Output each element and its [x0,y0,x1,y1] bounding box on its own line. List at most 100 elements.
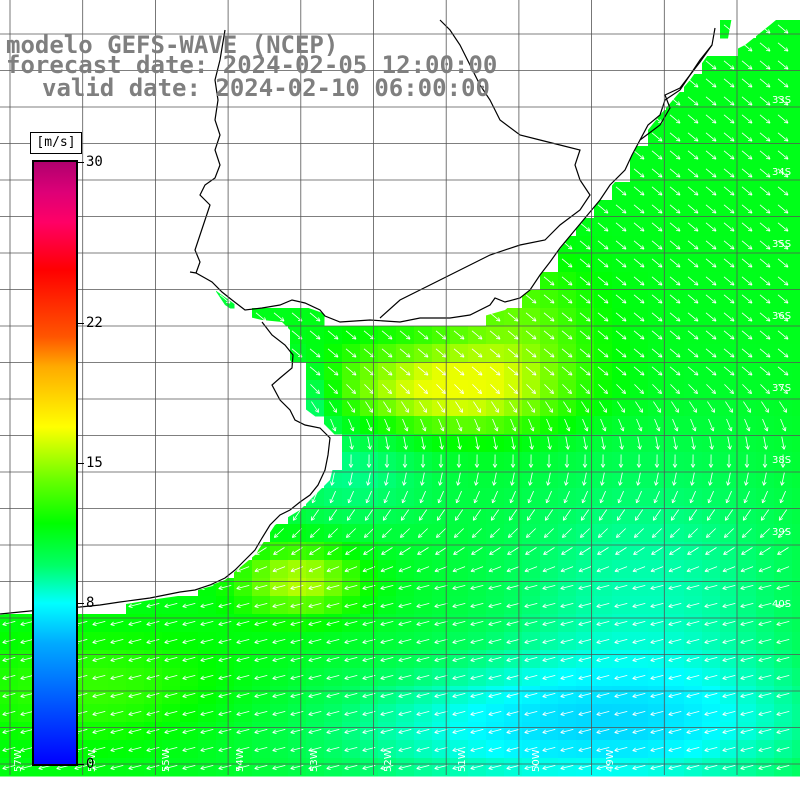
wind-arrow [725,401,733,413]
wind-arrow [614,710,628,716]
wind-arrow [687,348,699,358]
wind-arrow [473,490,480,504]
wind-arrow [708,418,715,432]
wind-arrow [596,710,610,716]
wind-arrow [723,114,735,124]
wind-arrow [488,710,502,716]
wind-arrow [420,472,425,486]
wind-arrow [705,96,717,106]
wind-arrow [380,746,394,752]
wind-arrow [542,620,556,626]
wind-arrow [740,674,754,680]
wind-arrow [367,436,372,450]
wind-arrow [669,547,681,555]
wind-arrow [128,692,142,698]
wind-arrow [690,472,695,486]
wind-arrow [326,746,340,752]
wind-arrow [200,602,214,608]
longitude-label: 57W [13,749,24,772]
wind-arrow [528,454,534,468]
wind-arrow [453,528,464,538]
wind-arrow [777,258,789,268]
wind-arrow [110,692,124,698]
wind-arrow [723,150,735,160]
wind-arrow [777,204,789,214]
wind-arrow [759,528,770,538]
wind-arrow [164,674,178,680]
wind-arrow [528,418,535,432]
field-cell [792,596,800,615]
field-cell [792,380,800,399]
wind-arrow [650,584,664,590]
wind-arrow [597,547,609,555]
wind-arrow [470,764,484,770]
wind-arrow [457,436,462,450]
wind-arrow [381,348,393,358]
wind-arrow [596,764,610,770]
wind-arrow [236,692,250,698]
wind-arrow [722,746,736,752]
wind-arrow [776,764,790,770]
wind-arrow [653,490,660,504]
wind-arrow [579,222,591,232]
wind-arrow [777,114,789,124]
wind-arrow [705,547,717,555]
wind-arrow [2,764,16,770]
wind-arrow [564,418,571,432]
wind-arrow [380,584,394,590]
latitude-label: 35S [772,239,792,250]
wind-arrow [560,692,574,698]
wind-arrow [398,746,412,752]
wind-arrow [668,674,682,680]
wind-arrow [614,602,628,608]
wind-arrow [742,509,752,521]
wind-arrow [560,584,574,590]
wind-arrow [669,240,681,250]
wind-arrow [560,620,574,626]
wind-arrow [508,509,518,521]
wind-arrow [128,656,142,662]
wind-arrow [452,584,466,590]
wind-arrow [470,584,484,590]
wind-arrow [723,60,735,70]
wind-arrow [2,674,16,680]
wind-arrow [182,638,196,644]
wind-arrow [776,656,790,662]
wind-arrow [601,436,606,450]
latitude-label: 34S [772,167,792,178]
wind-arrow [776,584,790,590]
wind-arrow [452,602,466,608]
wind-arrow [128,638,142,644]
wind-arrow [706,384,716,395]
wind-arrow [146,638,160,644]
wind-arrow [416,638,430,644]
wind-arrow [542,710,556,716]
wind-arrow [740,728,754,734]
wind-arrow [741,528,752,538]
wind-arrow [637,436,642,450]
wind-arrow [524,674,538,680]
wind-arrow [705,132,717,142]
wind-arrow [273,312,285,322]
wind-arrow [453,348,465,358]
wind-arrow [743,401,751,413]
wind-arrow [633,330,645,340]
wind-arrow [110,764,124,770]
wind-arrow [272,620,286,626]
wind-arrow [668,584,682,590]
wind-arrow [419,401,427,413]
wind-arrow [218,638,232,644]
wind-arrow [327,366,339,376]
wind-arrow [614,728,628,734]
wind-arrow [651,366,663,376]
wind-arrow [722,728,736,734]
wind-arrow [742,384,752,395]
wind-arrow [615,222,627,232]
wind-arrow [272,566,286,573]
wind-arrow [308,728,322,734]
wind-arrow [651,240,663,250]
wind-arrow [686,620,700,626]
wind-arrow [759,168,771,178]
wind-arrow [722,692,736,698]
wind-arrow [578,584,592,590]
